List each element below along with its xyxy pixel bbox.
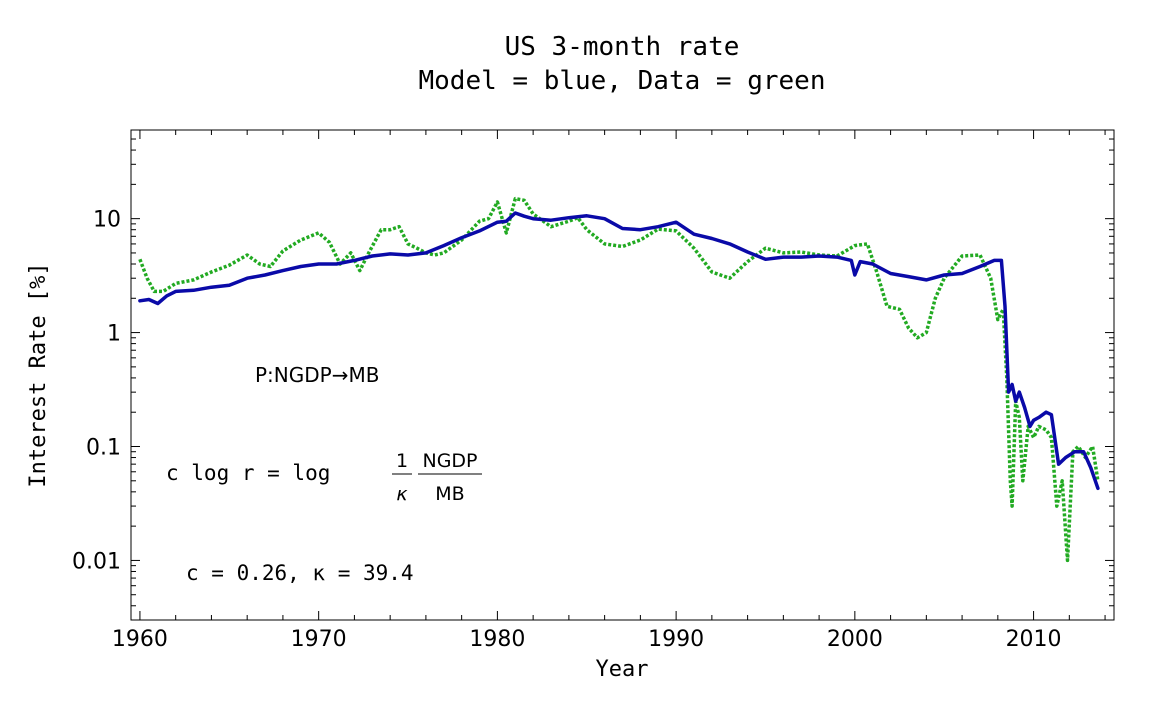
axis-tick-labels: 1960 1970 1980 1990 2000 2010 0.01 0.1 1 10 [72, 208, 1062, 652]
series-line-model [140, 213, 1098, 488]
mapping-annotation: P:NGDP→MB [255, 363, 379, 387]
x-tick-label: 1980 [469, 627, 525, 652]
equation-lhs: c log r = log [166, 461, 330, 485]
fraction2-numerator: NGDP [422, 450, 477, 472]
chart-subtitle: Model = blue, Data = green [419, 66, 826, 96]
x-tick-label: 1990 [648, 627, 704, 652]
parameters-annotation: c = 0.26, κ = 39.4 [186, 561, 414, 585]
fraction1-denominator: κ [396, 483, 408, 505]
y-tick-label: 0.1 [86, 436, 121, 461]
fraction2-denominator: MB [435, 483, 464, 505]
x-tick-label: 2000 [827, 627, 883, 652]
fraction1-numerator: 1 [396, 450, 408, 472]
y-tick-label: 0.01 [72, 549, 121, 574]
y-tick-label: 10 [93, 208, 121, 233]
x-tick-label: 1960 [112, 627, 168, 652]
y-axis-label: Interest Rate [%] [26, 262, 51, 487]
y-tick-label: 1 [107, 322, 121, 347]
x-tick-label: 2010 [1006, 627, 1062, 652]
x-axis-label: Year [596, 657, 649, 682]
chart-title: US 3-month rate [505, 32, 740, 62]
x-tick-label: 1970 [291, 627, 347, 652]
chart-svg: US 3-month rate Model = blue, Data = gre… [0, 0, 1152, 711]
